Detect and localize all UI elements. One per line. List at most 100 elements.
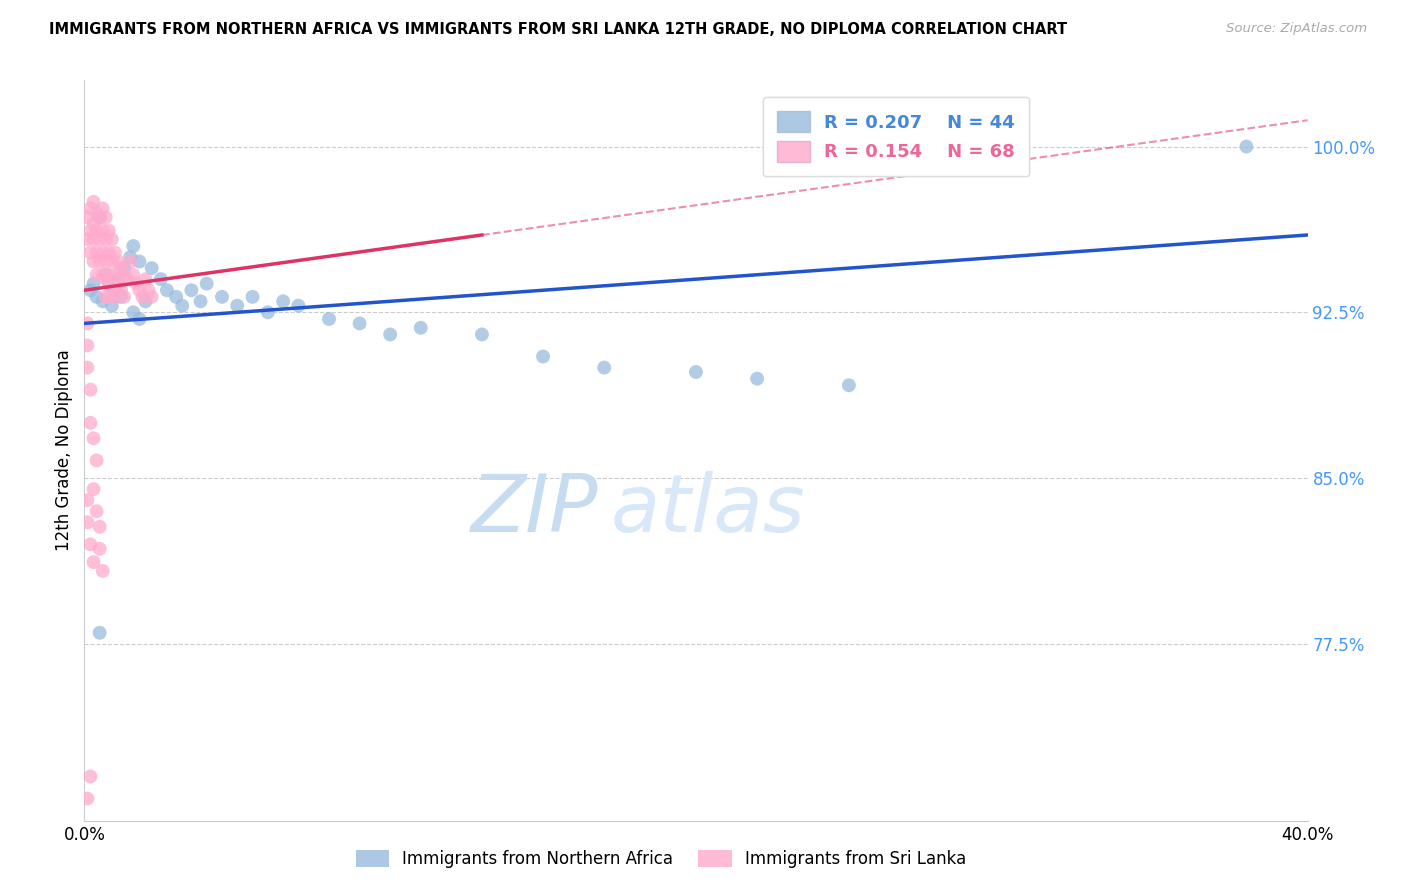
Point (122, 239, 145, 253)
Point (89, 625, 111, 640)
Point (97, 290, 120, 304)
Point (122, 268, 145, 282)
Point (685, 365, 707, 379)
Point (593, 360, 616, 375)
Point (471, 327, 494, 342)
Point (94, 211, 117, 225)
Text: Source: ZipAtlas.com: Source: ZipAtlas.com (1226, 22, 1367, 36)
Point (83, 254, 105, 268)
Point (747, 371, 769, 385)
Text: atlas: atlas (610, 471, 806, 549)
Point (135, 294, 157, 309)
Point (149, 272, 172, 286)
Point (79, 769, 101, 783)
Point (1236, 139, 1258, 153)
Point (76, 791, 98, 805)
Point (128, 283, 150, 297)
Point (86, 504, 108, 518)
Point (79, 383, 101, 397)
Point (349, 317, 371, 331)
Point (94, 232, 117, 246)
Point (120, 250, 142, 264)
Point (97, 277, 120, 291)
Point (83, 482, 105, 496)
Point (838, 378, 860, 392)
Point (104, 268, 127, 282)
Point (83, 431, 105, 445)
Text: IMMIGRANTS FROM NORTHERN AFRICA VS IMMIGRANTS FROM SRI LANKA 12TH GRADE, NO DIPL: IMMIGRANTS FROM NORTHERN AFRICA VS IMMIG… (49, 22, 1067, 37)
Point (257, 305, 280, 319)
Point (94, 254, 117, 268)
Point (79, 202, 101, 216)
Point (97, 268, 120, 282)
Point (91, 564, 114, 578)
Point (76, 232, 98, 246)
Point (83, 232, 105, 246)
Point (76, 516, 98, 530)
Point (409, 320, 432, 334)
Point (83, 277, 105, 291)
Point (79, 537, 101, 551)
Point (107, 272, 129, 286)
Point (226, 299, 249, 313)
Point (101, 299, 124, 313)
Point (91, 245, 114, 260)
Point (89, 254, 111, 268)
Point (104, 290, 127, 304)
Point (79, 245, 101, 260)
Point (101, 254, 124, 268)
Point (112, 261, 135, 276)
Point (110, 290, 132, 304)
Point (104, 283, 127, 297)
Point (94, 272, 117, 286)
Point (287, 299, 309, 313)
Point (89, 519, 111, 533)
Point (91, 268, 114, 282)
Point (94, 290, 117, 304)
Point (76, 493, 98, 508)
Point (107, 277, 129, 291)
Point (112, 290, 135, 304)
Point (89, 211, 111, 225)
Point (86, 223, 108, 237)
Point (101, 232, 124, 246)
Point (86, 206, 108, 220)
Point (211, 290, 233, 304)
Point (531, 350, 554, 364)
Point (172, 299, 194, 313)
Point (76, 317, 98, 331)
Point (271, 294, 294, 309)
Point (318, 312, 340, 326)
Point (86, 245, 108, 260)
Point (104, 245, 127, 260)
Text: ZIP: ZIP (471, 471, 598, 549)
Point (86, 453, 108, 467)
Point (120, 254, 142, 268)
Point (128, 312, 150, 326)
Point (135, 272, 157, 286)
Point (138, 283, 160, 297)
Point (180, 283, 202, 297)
Point (125, 277, 148, 291)
Point (190, 294, 212, 309)
Legend: Immigrants from Northern Africa, Immigrants from Sri Lanka: Immigrants from Northern Africa, Immigra… (349, 843, 973, 875)
Point (380, 327, 402, 342)
Point (97, 245, 120, 260)
Point (242, 290, 264, 304)
Point (110, 261, 132, 276)
Point (131, 290, 153, 304)
Point (76, 211, 98, 225)
Y-axis label: 12th Grade, No Diploma: 12th Grade, No Diploma (55, 350, 73, 551)
Point (91, 294, 114, 309)
Point (97, 223, 120, 237)
Point (122, 305, 145, 319)
Point (141, 261, 163, 276)
Point (94, 268, 117, 282)
Point (112, 268, 135, 282)
Point (141, 290, 163, 304)
Point (86, 268, 108, 282)
Point (101, 277, 124, 291)
Point (76, 338, 98, 352)
Point (91, 202, 114, 216)
Point (79, 223, 101, 237)
